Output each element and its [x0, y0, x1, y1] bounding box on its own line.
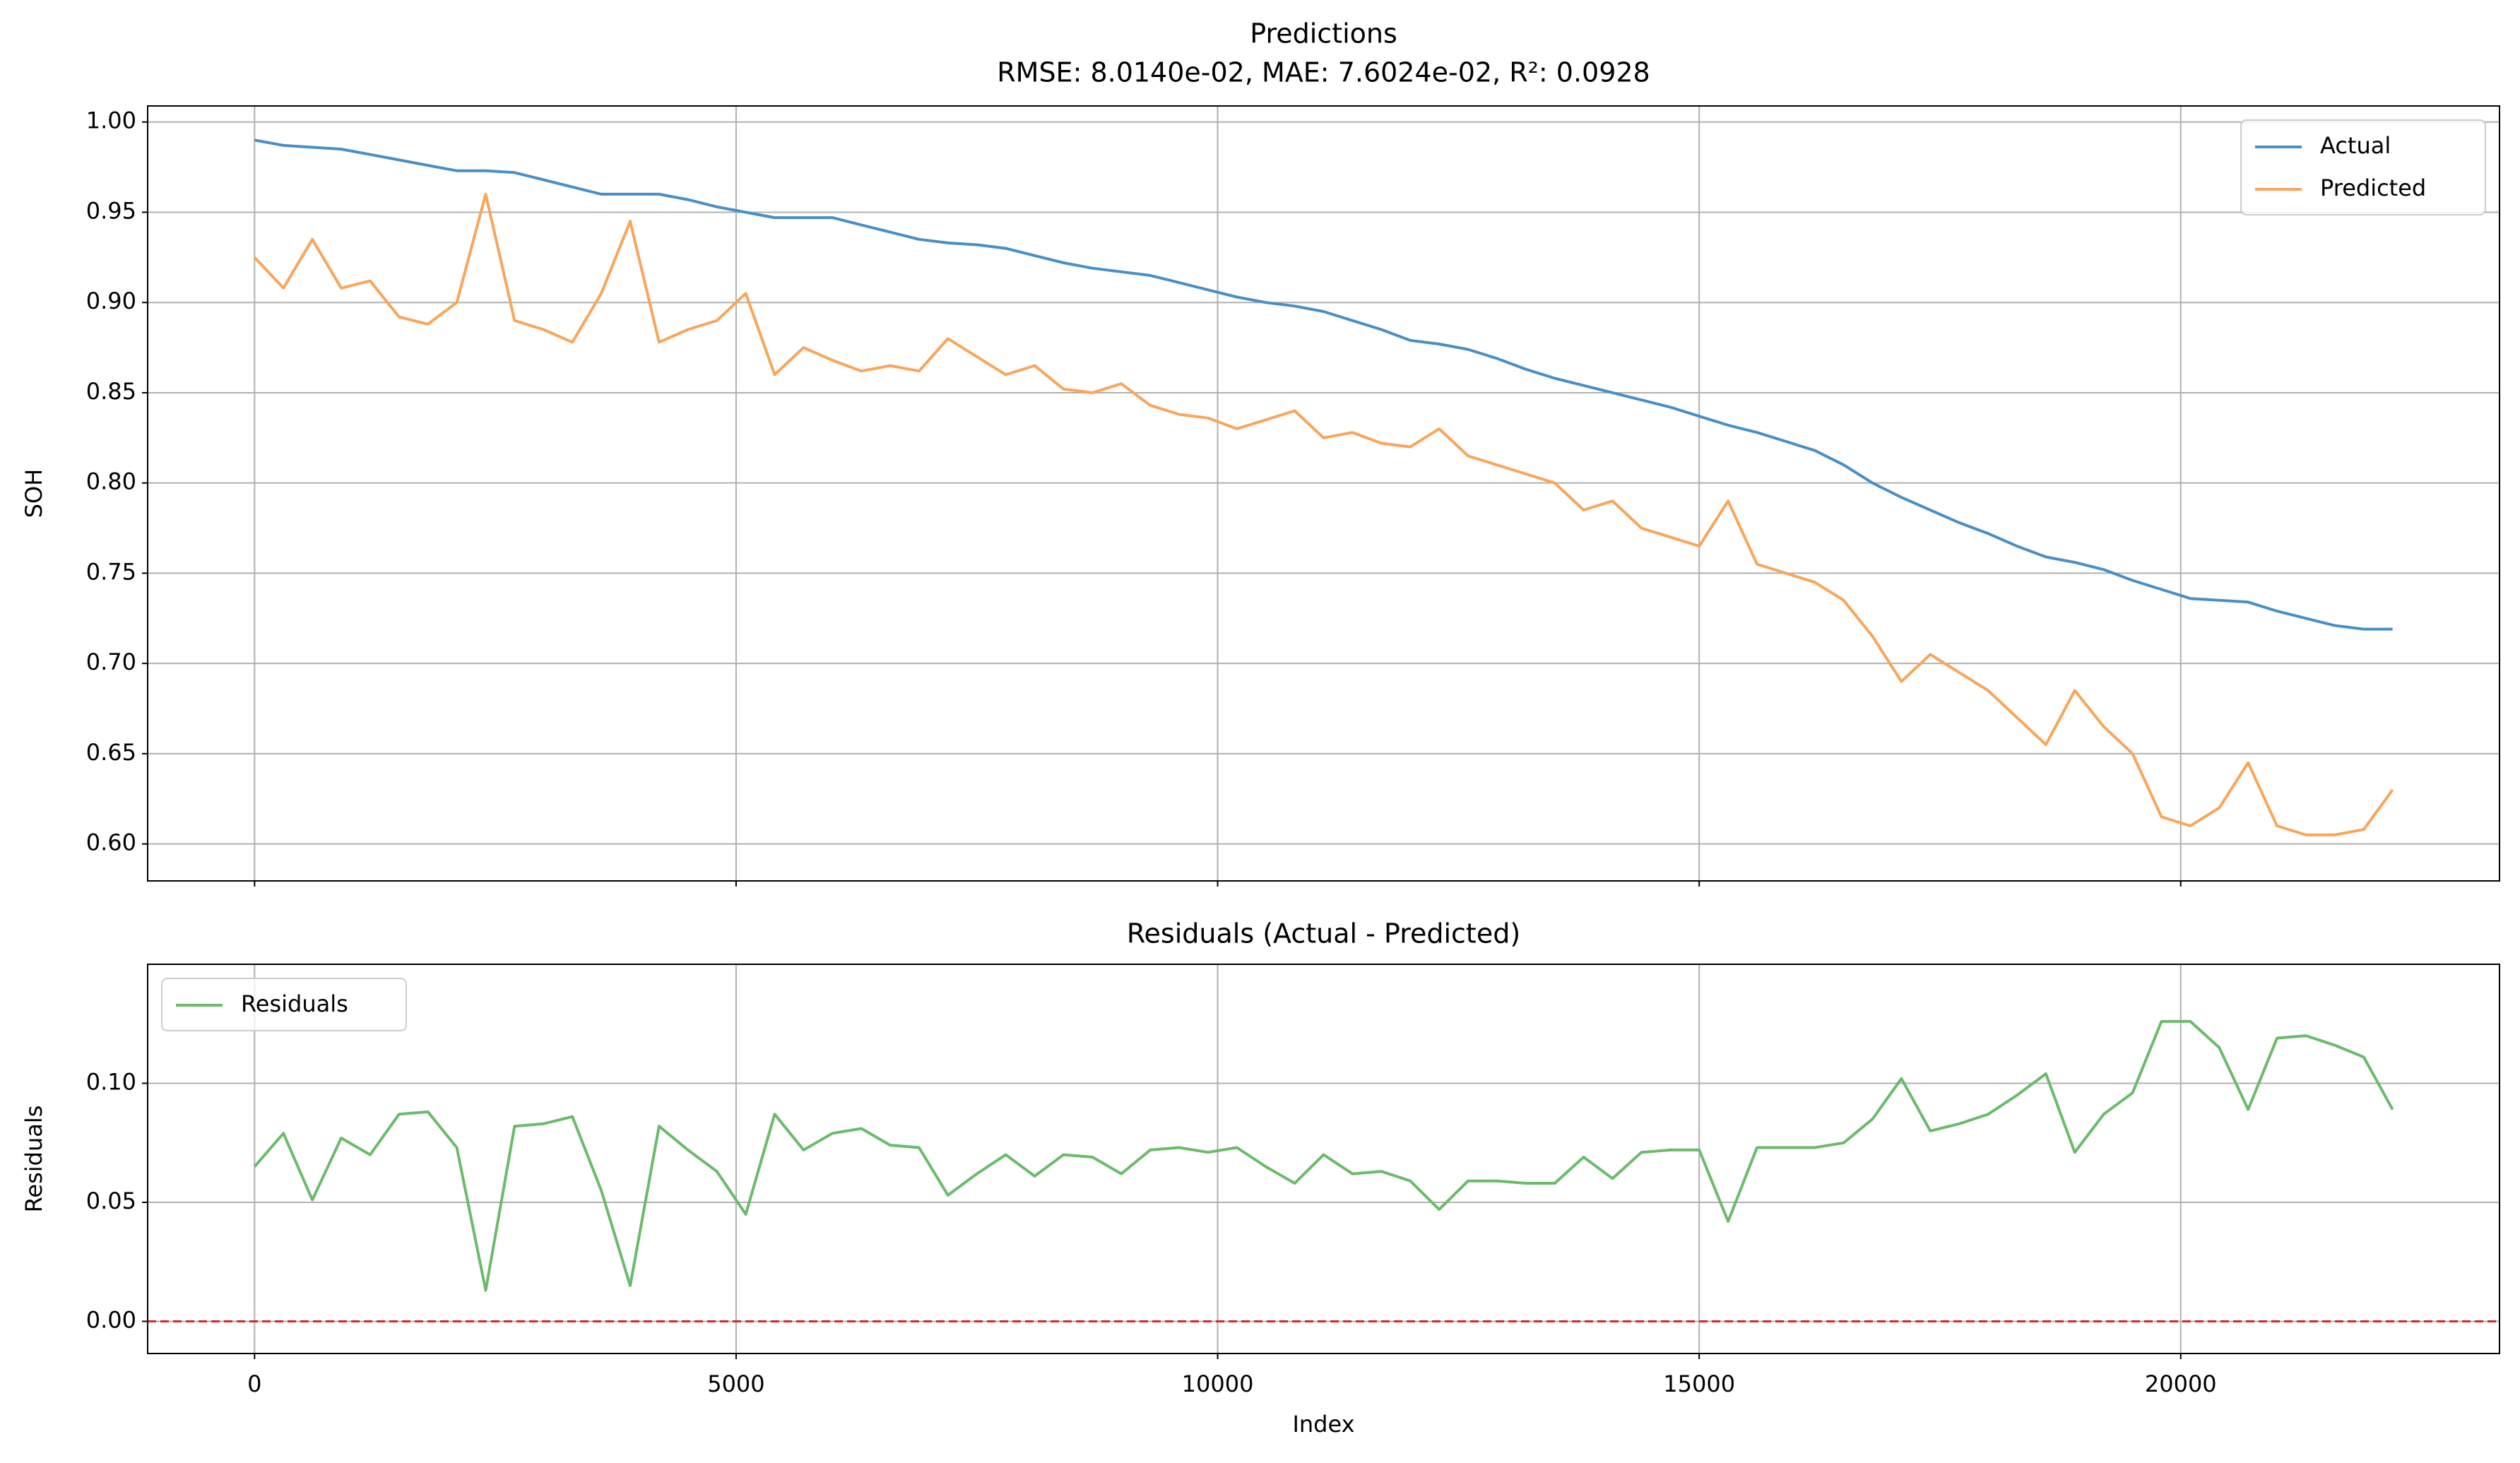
data-line: [254, 138, 2393, 631]
y-tick-label: 0.60: [86, 829, 136, 856]
legend-box: [161, 978, 407, 1031]
y-tick-label: 0.00: [86, 1307, 136, 1334]
y-tick-label: 0.75: [86, 558, 136, 585]
data-line: [253, 192, 2394, 836]
y-axis-label: SOH: [20, 469, 47, 519]
x-tick-label: 10000: [1182, 1370, 1254, 1397]
legend: Residuals: [161, 978, 407, 1031]
legend-label: Residuals: [241, 990, 348, 1017]
y-tick-label: 0.85: [86, 378, 136, 405]
y-axis-label: Residuals: [20, 1106, 47, 1213]
legend-box: [2240, 119, 2486, 215]
legend-label: Actual: [2320, 132, 2391, 159]
y-tick-label: 0.10: [86, 1069, 136, 1096]
chart-title: Predictions: [1250, 18, 1397, 49]
y-tick-label: 0.95: [86, 197, 136, 224]
x-tick-label: 5000: [707, 1370, 764, 1397]
y-tick-label: 0.65: [86, 739, 136, 766]
y-tick-label: 0.90: [86, 288, 136, 314]
axes-frame: [147, 964, 2500, 1354]
y-tick-label: 0.70: [86, 648, 136, 675]
chart-title: Residuals (Actual - Predicted): [1127, 918, 1520, 949]
x-tick-label: 20000: [2145, 1370, 2217, 1397]
x-axis-label: Index: [1292, 1411, 1354, 1438]
legend-label: Predicted: [2320, 174, 2426, 201]
axes-frame: [147, 105, 2500, 882]
y-tick-label: 0.05: [86, 1187, 136, 1214]
y-tick-label: 0.80: [86, 468, 136, 495]
x-tick-label: 0: [247, 1370, 261, 1397]
legend: Actual Predicted: [2240, 119, 2486, 215]
y-tick-label: 1.00: [86, 107, 136, 134]
data-line: [253, 1019, 2394, 1292]
chart-subtitle: RMSE: 8.0140e-02, MAE: 7.6024e-02, R²: 0…: [997, 57, 1650, 88]
x-tick-label: 15000: [1663, 1370, 1735, 1397]
